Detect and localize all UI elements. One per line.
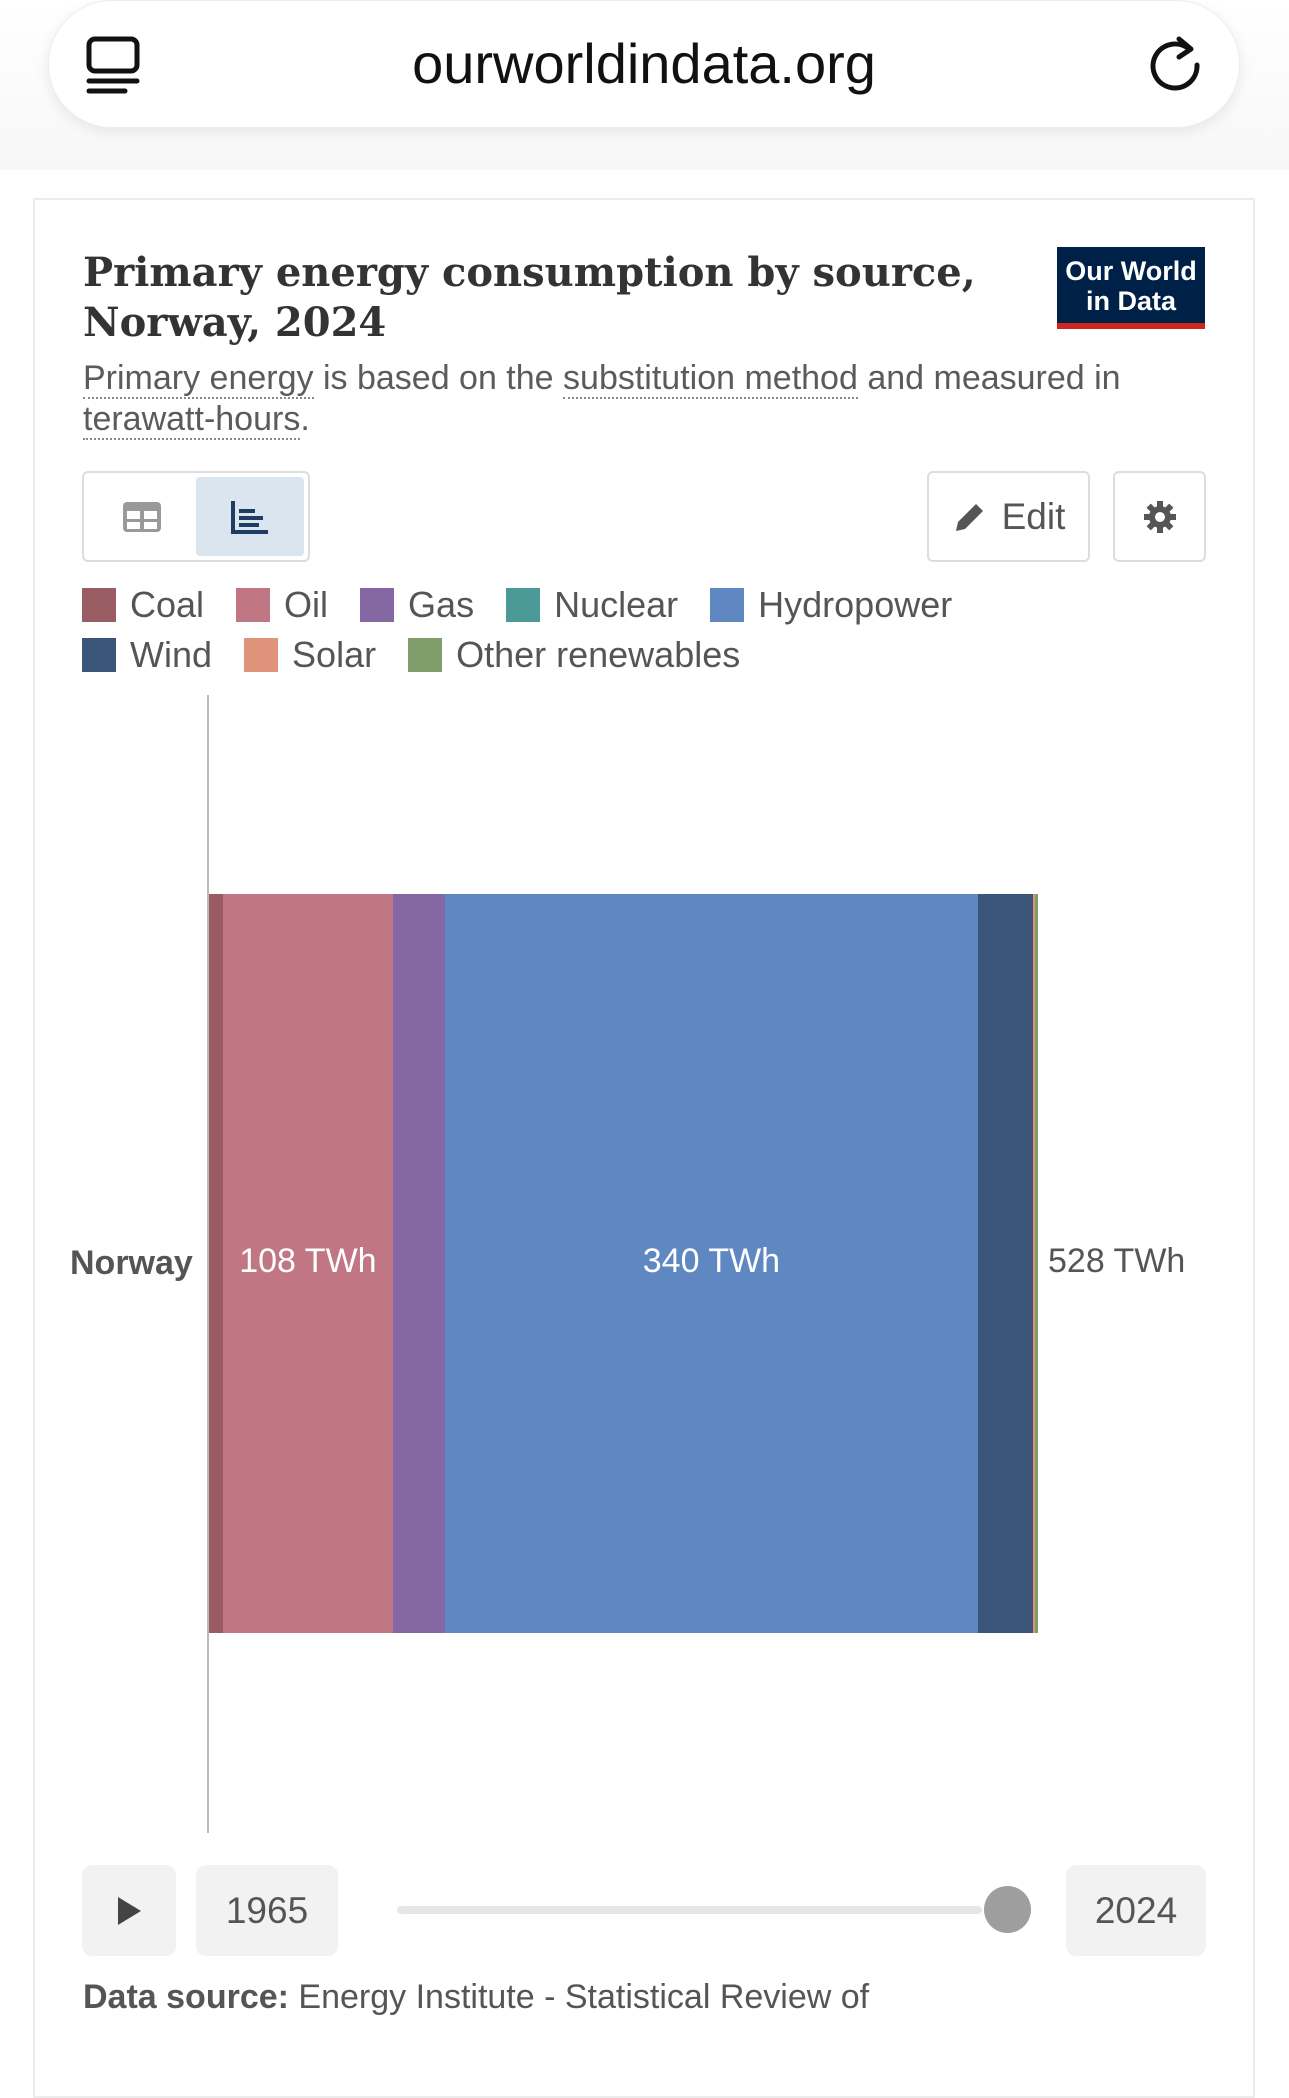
link-primary-energy[interactable]: Primary energy — [83, 359, 314, 399]
tabs-icon[interactable] — [85, 35, 141, 95]
legend-label: Other renewables — [456, 634, 741, 675]
legend-swatch — [236, 588, 271, 622]
bar-chart-icon — [231, 500, 268, 534]
data-source: Data source: Energy Institute - Statisti… — [83, 1978, 869, 2017]
table-view-button[interactable] — [88, 477, 196, 556]
timeline-track[interactable] — [397, 1906, 982, 1914]
subtitle-text: . — [300, 400, 310, 438]
logo-text: Our World in Data — [1065, 256, 1197, 316]
legend-label: Coal — [130, 584, 205, 625]
legend-label: Hydropower — [758, 584, 953, 625]
legend-label: Gas — [408, 584, 475, 625]
legend-swatch — [506, 588, 541, 622]
legend-swatch — [244, 638, 279, 672]
legend-item-nuclear[interactable]: Nuclear — [506, 584, 678, 626]
legend-item-coal[interactable]: Coal — [82, 584, 204, 626]
legend-swatch — [82, 588, 116, 622]
bar-segment-solar[interactable] — [1033, 894, 1035, 1633]
category-label: Norway — [70, 1244, 193, 1282]
reload-icon[interactable] — [1145, 33, 1205, 93]
edit-button[interactable]: Edit — [927, 471, 1090, 562]
link-substitution-method[interactable]: substitution method — [563, 359, 858, 399]
table-icon — [123, 501, 161, 532]
bar-segment-coal[interactable] — [209, 894, 224, 1633]
legend-item-wind[interactable]: Wind — [82, 634, 212, 676]
timeline-handle[interactable] — [984, 1886, 1031, 1933]
view-toggle — [82, 471, 310, 562]
y-axis-line — [207, 695, 209, 1833]
play-button[interactable] — [82, 1865, 176, 1956]
legend-label: Solar — [292, 634, 377, 675]
legend-item-solar[interactable]: Solar — [244, 634, 376, 676]
bar-value-label: 340 TWh — [642, 1242, 781, 1280]
legend: Coal Oil Gas Nuclear Hydropower Wind Solar Oth… — [82, 580, 1202, 680]
legend-swatch — [710, 588, 745, 622]
legend-label: Wind — [130, 634, 213, 675]
chart-title: Primary energy consumption by source, No… — [83, 249, 976, 346]
subtitle-text: and measured in — [857, 359, 1121, 397]
url-bar[interactable]: ourworldindata.org — [48, 0, 1240, 128]
bar-segment-hydropower[interactable] — [444, 894, 979, 1633]
link-terawatt-hours[interactable]: terawatt-hours — [83, 400, 301, 440]
legend-label: Oil — [284, 584, 329, 625]
legend-item-hydropower[interactable]: Hydropower — [710, 584, 952, 626]
source-text[interactable]: Energy Institute - Statistical Review of — [288, 1978, 870, 2016]
bar-segment-oil[interactable] — [223, 894, 393, 1633]
legend-swatch — [408, 638, 443, 672]
edit-label: Edit — [1001, 495, 1066, 537]
total-label: 528 TWh — [1048, 1242, 1186, 1280]
bar-segment-other-renewables[interactable] — [1034, 894, 1038, 1633]
legend-item-gas[interactable]: Gas — [360, 584, 474, 626]
chart-subtitle: Primary energy is based on the substitut… — [83, 358, 1193, 440]
bar-segment-wind[interactable] — [978, 894, 1034, 1633]
settings-button[interactable] — [1113, 471, 1206, 562]
subtitle-text: is based on the — [313, 359, 564, 397]
legend-label: Nuclear — [554, 584, 679, 625]
gear-icon — [1143, 500, 1176, 533]
start-year[interactable]: 1965 — [196, 1865, 338, 1956]
legend-item-oil[interactable]: Oil — [236, 584, 328, 626]
end-year[interactable]: 2024 — [1066, 1865, 1206, 1956]
legend-item-other-renewables[interactable]: Other renewables — [408, 634, 740, 676]
chart-view-button[interactable] — [196, 477, 304, 556]
pencil-icon — [955, 503, 983, 531]
owid-logo[interactable]: Our World in Data — [1057, 247, 1205, 329]
legend-swatch — [360, 588, 395, 622]
url-text: ourworldindata.org — [412, 32, 876, 95]
play-icon — [118, 1896, 141, 1925]
browser-bar: ourworldindata.org — [0, 0, 1289, 170]
source-label: Data source: — [83, 1978, 289, 2016]
bar-segment-gas[interactable] — [392, 894, 445, 1633]
bar-value-label: 108 TWh — [239, 1242, 377, 1280]
legend-swatch — [82, 638, 116, 672]
